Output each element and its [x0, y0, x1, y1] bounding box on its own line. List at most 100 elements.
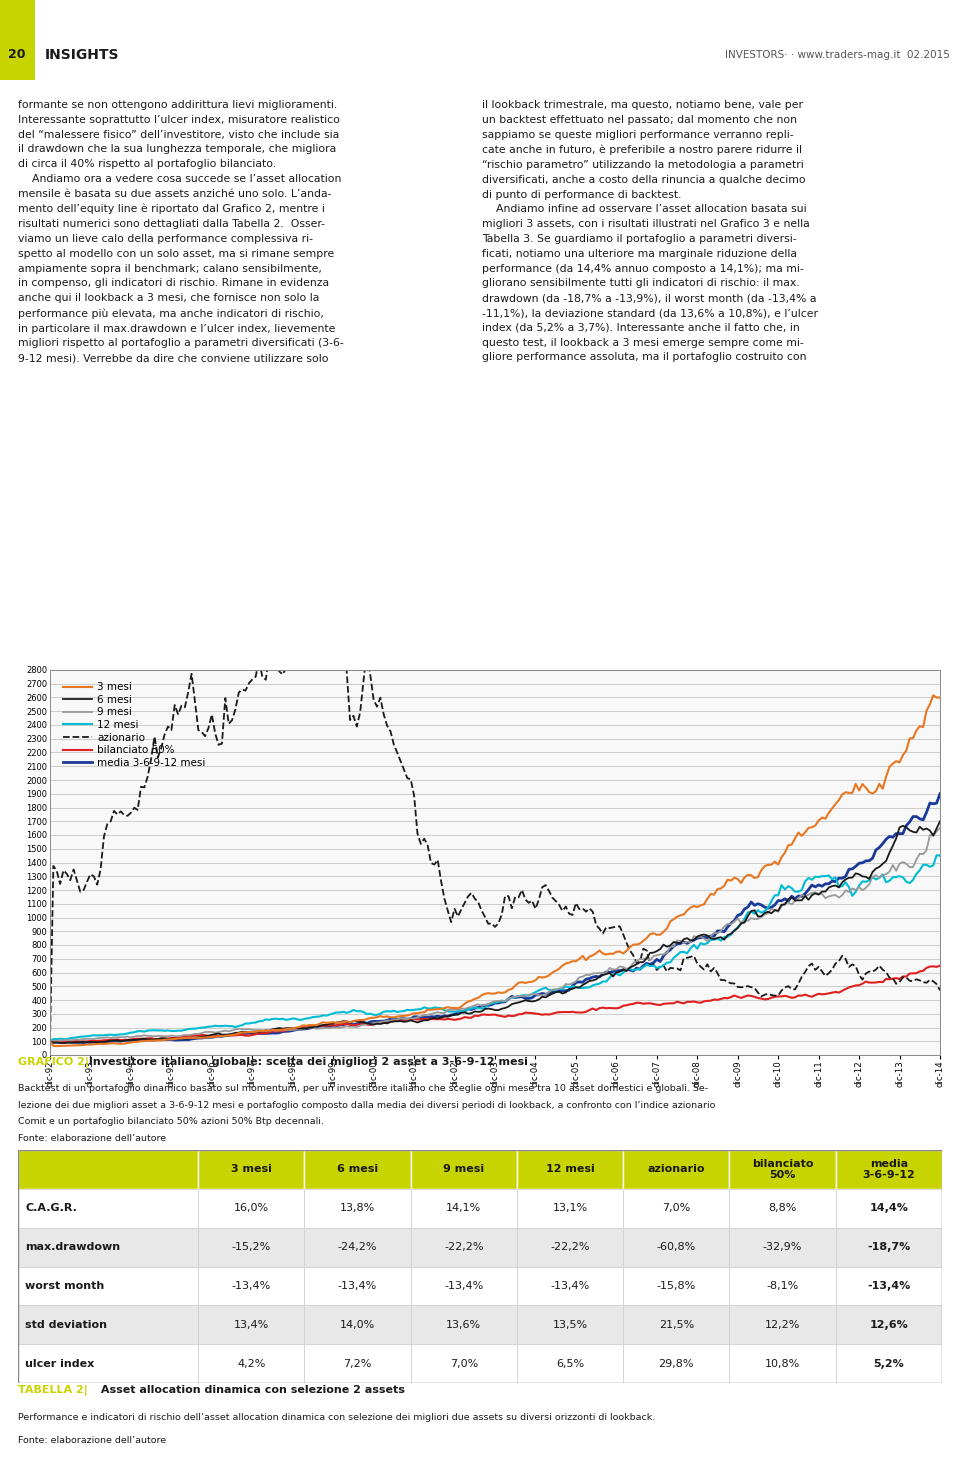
Text: GRAFICO 2|: GRAFICO 2| [18, 1058, 89, 1068]
azionario [405, 771, 417, 788]
Text: 13,8%: 13,8% [340, 1203, 375, 1213]
Bar [411, 1228, 517, 1267]
Text: 5,2%: 5,2% [874, 1358, 904, 1368]
6 mesi [934, 813, 946, 831]
Bar [836, 1267, 942, 1305]
Text: 13,6%: 13,6% [446, 1320, 481, 1330]
Text: C.A.G.R.: C.A.G.R. [25, 1203, 77, 1213]
Text: max.drawdown: max.drawdown [25, 1242, 121, 1253]
Bar [516, 1150, 623, 1188]
Text: -32,9%: -32,9% [763, 1242, 803, 1253]
bilanciato 50% [58, 1033, 69, 1050]
3 mesi [51, 1037, 62, 1055]
9 mesi [435, 1004, 446, 1021]
Text: 7,0%: 7,0% [449, 1358, 478, 1368]
azionario [590, 916, 602, 933]
Text: -13,4%: -13,4% [550, 1280, 589, 1291]
Bar [730, 1305, 836, 1345]
Text: -24,2%: -24,2% [338, 1242, 377, 1253]
Text: 3 mesi: 3 mesi [230, 1165, 272, 1175]
9 mesi [880, 866, 892, 883]
Text: 16,0%: 16,0% [233, 1203, 269, 1213]
Text: 14,4%: 14,4% [870, 1203, 908, 1213]
3 mesi [439, 999, 450, 1017]
Text: 10,8%: 10,8% [765, 1358, 801, 1368]
Text: -15,2%: -15,2% [231, 1242, 271, 1253]
Text: Backtest di un portafoglio dinamico basato sul momentum, per un investitore ital: Backtest di un portafoglio dinamico basa… [18, 1084, 708, 1093]
3 mesi [874, 775, 885, 793]
Text: -15,8%: -15,8% [657, 1280, 696, 1291]
6 mesi [58, 1034, 69, 1052]
Bar [411, 1345, 517, 1383]
12 mesi [435, 999, 446, 1017]
bilanciato 50% [439, 1011, 450, 1028]
3 mesi [883, 757, 895, 775]
Text: 14,0%: 14,0% [340, 1320, 375, 1330]
Text: -8,1%: -8,1% [766, 1280, 799, 1291]
Bar [304, 1345, 411, 1383]
Text: TABELLA 2|: TABELLA 2| [18, 1384, 87, 1396]
Bar [411, 1188, 517, 1228]
Bar [836, 1305, 942, 1345]
12 mesi [722, 927, 733, 945]
Text: 6,5%: 6,5% [556, 1358, 584, 1368]
Bar [304, 1228, 411, 1267]
azionario [307, 492, 319, 510]
Bar [516, 1305, 623, 1345]
12 mesi [587, 977, 598, 995]
Text: 13,5%: 13,5% [553, 1320, 588, 1330]
Bar [304, 1150, 411, 1188]
Text: -22,2%: -22,2% [444, 1242, 484, 1253]
media 3-6-9-12 mesi [439, 1006, 450, 1024]
Bar [516, 1345, 623, 1383]
Text: 8,8%: 8,8% [768, 1203, 797, 1213]
12 mesi [931, 847, 943, 864]
azionario [44, 1033, 56, 1050]
Text: Performance e indicatori di rischio dell’asset allocation dinamica con selezione: Performance e indicatori di rischio dell… [18, 1414, 656, 1423]
3 mesi [934, 689, 946, 706]
Bar [198, 1267, 304, 1305]
bilanciato 50% [44, 1033, 56, 1050]
Bar [304, 1267, 411, 1305]
Text: 7,2%: 7,2% [344, 1358, 372, 1368]
9 mesi [587, 964, 598, 982]
Bar [516, 1188, 623, 1228]
Bar [623, 1267, 730, 1305]
Text: Asset allocation dinamica con selezione 2 assets: Asset allocation dinamica con selezione … [97, 1384, 404, 1395]
9 mesi [44, 1033, 56, 1050]
Bar [730, 1228, 836, 1267]
Line: 12 mesi: 12 mesi [50, 856, 940, 1042]
12 mesi [934, 847, 946, 864]
Bar [18, 1305, 198, 1345]
12 mesi [870, 870, 881, 888]
Line: 6 mesi: 6 mesi [50, 822, 940, 1043]
Text: worst month: worst month [25, 1280, 105, 1291]
media 3-6-9-12 mesi [44, 1033, 56, 1050]
bilanciato 50% [934, 957, 946, 974]
Text: ulcer index: ulcer index [25, 1358, 95, 1368]
Bar [198, 1150, 304, 1188]
Bar [198, 1228, 304, 1267]
Text: Investitore italiano globale: scelta dei migliori 2 asset a 3-6-9-12 mesi: Investitore italiano globale: scelta dei… [84, 1058, 527, 1067]
3 mesi [590, 945, 602, 963]
Text: 29,8%: 29,8% [659, 1358, 694, 1368]
Bar [730, 1188, 836, 1228]
Text: -13,4%: -13,4% [867, 1280, 910, 1291]
Text: -13,4%: -13,4% [231, 1280, 271, 1291]
Text: il lookback trimestrale, ma questo, notiamo bene, vale per
un backtest effettuat: il lookback trimestrale, ma questo, noti… [482, 100, 818, 362]
Bar [304, 1188, 411, 1228]
Bar [730, 1267, 836, 1305]
Text: 12,2%: 12,2% [765, 1320, 801, 1330]
3 mesi [725, 872, 736, 889]
Text: formante se non ottengono addirittura lievi miglioramenti.
Interessante soprattu: formante se non ottengono addirittura li… [18, 100, 344, 363]
Bar [18, 1267, 198, 1305]
media 3-6-9-12 mesi [934, 785, 946, 803]
Text: 21,5%: 21,5% [659, 1320, 694, 1330]
6 mesi [405, 1012, 417, 1030]
media 3-6-9-12 mesi [78, 1034, 89, 1052]
12 mesi [880, 873, 892, 891]
bilanciato 50% [405, 1011, 417, 1028]
12 mesi [44, 1033, 56, 1050]
Bar [623, 1150, 730, 1188]
Text: std deviation: std deviation [25, 1320, 108, 1330]
